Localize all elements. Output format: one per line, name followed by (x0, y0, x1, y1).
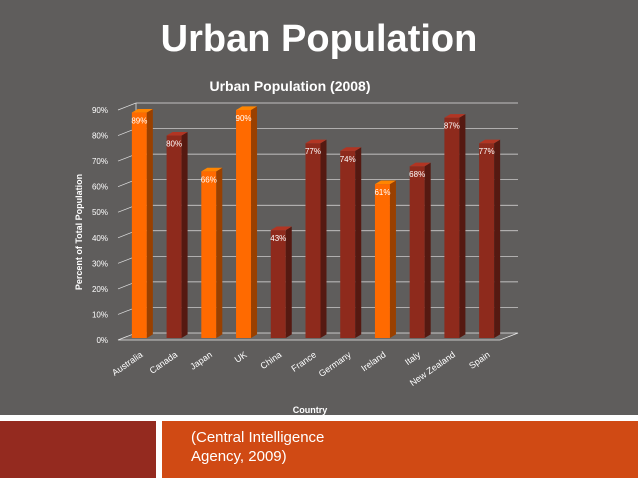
x-tick-label: Canada (148, 349, 180, 375)
bar-front (305, 143, 321, 338)
y-axis-label: Percent of Total Population (74, 174, 84, 290)
footer-left-band (0, 421, 156, 478)
y-tick-label: 30% (92, 259, 108, 268)
y-tick-label: 70% (92, 157, 108, 166)
x-tick-label: Australia (110, 349, 144, 377)
bar (201, 167, 223, 338)
bar-top (444, 114, 466, 118)
bar-top (409, 162, 431, 167)
y-tick-label: 20% (92, 285, 108, 294)
data-label: 61% (374, 188, 390, 197)
bar-side (355, 147, 362, 338)
bar-top (166, 131, 188, 136)
x-tick-label: UK (233, 349, 249, 364)
bar-front (479, 143, 495, 338)
bar-top (479, 139, 501, 144)
data-label: 74% (340, 155, 356, 164)
bar-front (201, 171, 217, 338)
data-label: 77% (479, 147, 495, 156)
bar (270, 226, 292, 338)
bar-side (285, 226, 292, 338)
bar (166, 131, 188, 338)
data-label: 66% (201, 175, 217, 184)
bar-top (340, 147, 362, 151)
x-tick-label: Spain (467, 349, 492, 370)
bar-side (320, 139, 327, 338)
bar-front (409, 166, 425, 338)
footer-right-band (162, 421, 638, 478)
bar-front (236, 110, 252, 338)
y-tick-label: 90% (92, 106, 108, 115)
x-axis-label: Country (293, 405, 328, 415)
y-tick-label: 0% (96, 336, 108, 345)
x-tick-label: Italy (403, 349, 423, 367)
bar (131, 108, 153, 338)
bar-side (181, 131, 188, 338)
bar-front (131, 112, 147, 338)
bar (340, 147, 362, 338)
bar-top (270, 226, 292, 231)
y-tick-label: 40% (92, 234, 108, 243)
bar-side (494, 139, 501, 338)
bar (479, 139, 501, 338)
y-tick-label: 50% (92, 208, 108, 217)
x-tick-label: France (289, 349, 318, 373)
bar (444, 114, 466, 339)
bar-chart: Urban Population (2008) Percent of Total… (74, 78, 519, 415)
bar-side (146, 108, 153, 338)
bar-top (131, 108, 153, 113)
slide-title: Urban Population (160, 18, 478, 60)
bar-front (444, 117, 460, 339)
data-label: 87% (444, 122, 460, 131)
y-tick-label: 60% (92, 183, 108, 192)
y-tick-label: 80% (92, 132, 108, 141)
bar (409, 162, 431, 338)
bar-top (236, 106, 258, 110)
chart-title: Urban Population (2008) (209, 78, 370, 94)
bar-front (374, 184, 390, 338)
data-label: 43% (270, 234, 286, 243)
bar-side (389, 180, 396, 338)
gridline-side (117, 102, 137, 111)
citation-text: (Central Intelligence Agency, 2009) (191, 429, 325, 465)
plot-area: 0% 10% 20% 30% 40% 50% 60% 70% 80% 90% 89% Australi… (92, 102, 519, 388)
y-tick-label: 10% (92, 310, 108, 319)
x-tick-label: Ireland (359, 349, 387, 373)
bar-top (201, 167, 223, 172)
bar-front (166, 135, 182, 338)
data-label: 80% (166, 140, 182, 149)
x-tick-label: Germany (317, 349, 353, 379)
bar-front (340, 150, 356, 338)
bar-top (305, 139, 327, 144)
bar-side (459, 114, 466, 338)
bar (305, 139, 327, 338)
data-label: 77% (305, 147, 321, 156)
bar-side (424, 162, 431, 338)
x-tick-label: Japan (188, 349, 214, 371)
data-label: 68% (409, 170, 425, 179)
bar-side (216, 167, 223, 338)
x-tick-label: China (258, 349, 283, 371)
bar-front (270, 230, 286, 338)
bar-side (251, 106, 258, 339)
bar-top (374, 180, 396, 185)
data-label: 89% (131, 117, 147, 126)
bar (236, 106, 258, 339)
bar (374, 180, 396, 338)
data-label: 90% (236, 114, 252, 123)
